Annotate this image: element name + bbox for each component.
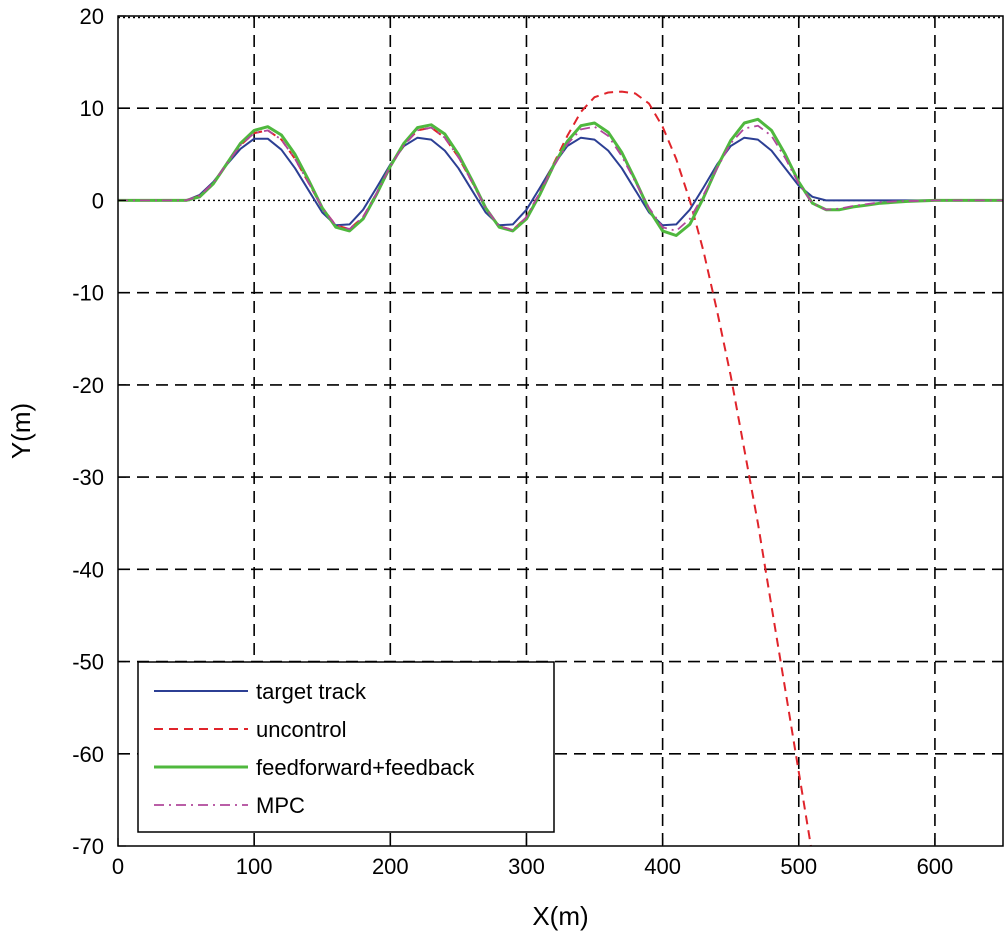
plot-frame [117,15,1004,847]
y-tick-label: -70 [72,834,104,859]
legend-label-1: uncontrol [256,717,347,742]
x-tick-label: 400 [644,854,681,879]
y-tick-label: -30 [72,465,104,490]
y-axis-label: Y(m) [6,403,36,459]
x-axis-label: X(m) [532,901,588,931]
legend-label-3: MPC [256,793,305,818]
y-tick-label: -60 [72,742,104,767]
series-line-0 [118,136,1003,227]
data-series [118,90,1003,846]
y-tick-label: 10 [80,96,104,121]
y-tick-label: -40 [72,557,104,582]
y-tick-label: 20 [80,4,104,29]
x-tick-label: 100 [236,854,273,879]
y-tick-label: -10 [72,281,104,306]
y-tick-label: 0 [92,188,104,213]
series-line-1 [118,90,812,846]
legend-label-2: feedforward+feedback [256,755,475,780]
legend: target track uncontrol feedforward+feedbac… [137,661,555,833]
legend-label-0: target track [256,679,367,704]
x-tick-label: 600 [917,854,954,879]
series-line-3 [118,124,1003,232]
y-tick-label: -50 [72,650,104,675]
axis-ticks: 0 100 200 300 400 500 600-70-60-50-40-30-20-10… [72,4,953,879]
x-tick-label: 0 [112,854,124,879]
x-tick-label: 300 [508,854,545,879]
x-tick-label: 500 [780,854,817,879]
x-tick-label: 200 [372,854,409,879]
y-tick-label: -20 [72,373,104,398]
